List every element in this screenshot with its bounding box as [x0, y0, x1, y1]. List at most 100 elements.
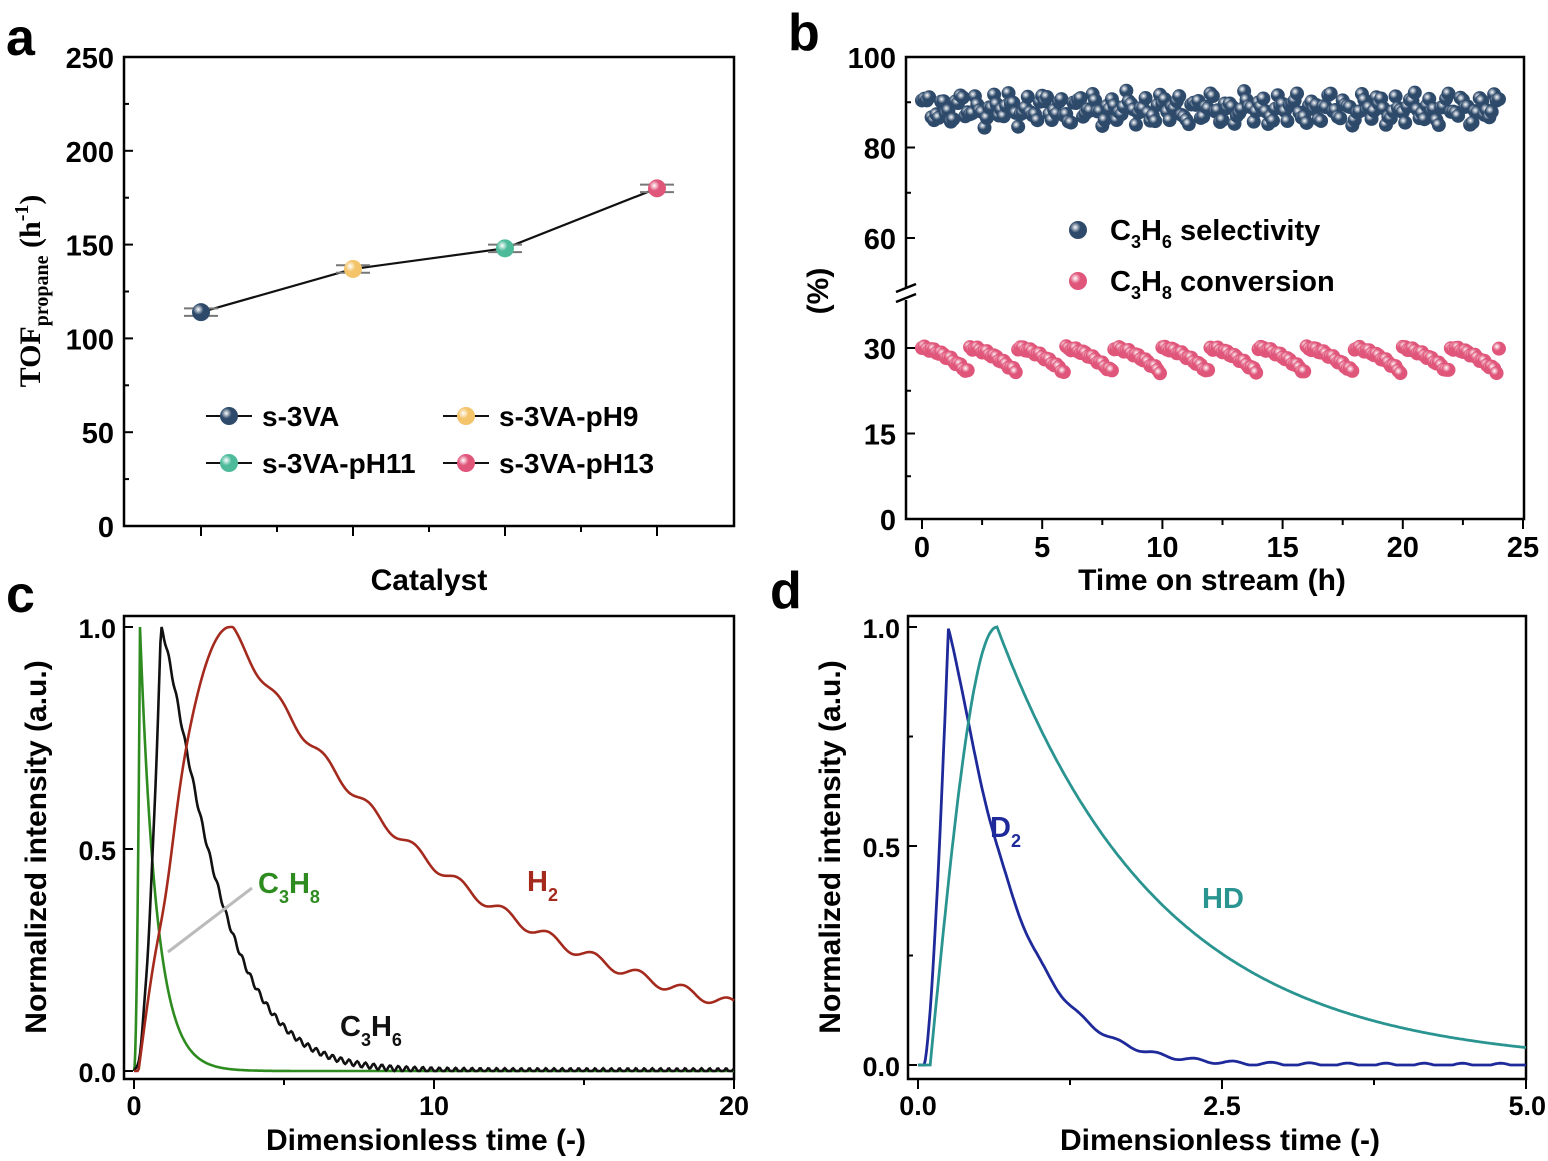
- panel-a-legend-label: s-3VA-pH9: [499, 401, 639, 432]
- panel-b-selectivity-point: [1020, 89, 1035, 104]
- panel-d-ytick-label: 0.5: [862, 833, 900, 863]
- panel-a-point-s-3VA-pH13: [648, 179, 666, 198]
- panel-a-ytick-label: 100: [66, 324, 114, 356]
- panel-a-ytick-label: 50: [82, 418, 114, 450]
- panel-b-frame-top: [904, 55, 1526, 521]
- panel-b-ytick-label: 0: [880, 505, 896, 537]
- panel-b-selectivity-point: [955, 90, 970, 105]
- panel-b-selectivity-point: [1265, 113, 1280, 128]
- panel-b-selectivity-point: [1088, 93, 1103, 108]
- panel-b-conversion-point: [1249, 365, 1264, 380]
- panel-b-xtick-label: 25: [1507, 532, 1539, 564]
- panel-d-hd-curve: [918, 625, 1527, 1067]
- panel-b-selectivity-point: [1148, 114, 1163, 129]
- panel-b-selectivity-point: [1215, 112, 1230, 127]
- panel-b-axis-break-1: [895, 282, 917, 294]
- panel-b-xtick-label: 20: [1387, 532, 1419, 564]
- panel-b-selectivity-point: [1441, 86, 1456, 101]
- panel-b-selectivity-point: [1030, 113, 1045, 128]
- panel-b-conversion-point: [1441, 362, 1456, 377]
- panel-c-series-label: C3H6: [340, 1011, 402, 1050]
- panel-a-legend-label: s-3VA-pH11: [262, 448, 416, 479]
- panel-c-xtick-label: 10: [419, 1091, 449, 1121]
- panel-b-ylabel: (%): [802, 268, 835, 315]
- panel-b-selectivity-point: [1323, 86, 1338, 101]
- panel-b-ytick-label: 100: [848, 43, 896, 75]
- panel-b-selectivity-point: [1181, 117, 1196, 132]
- panel-a-legend-marker: [457, 454, 475, 472]
- panel-letter-c: c: [6, 566, 35, 624]
- panel-c-xtick-label: 20: [719, 1091, 749, 1121]
- panel-d-hd-label: HD: [1202, 883, 1244, 915]
- panel-d-xlabel: Dimensionless time (-): [1060, 1124, 1380, 1157]
- panel-b-selectivity-point: [1484, 104, 1499, 119]
- panel-b-selectivity-point: [1398, 115, 1413, 130]
- panel-b-conversion-point: [1345, 363, 1360, 378]
- panel-b-selectivity-point: [1097, 112, 1112, 127]
- panel-a-legend-marker: [220, 407, 238, 425]
- panel-b: 60 80 100 0 15 30 0 5 10 15 20 25 Time on stream (…: [802, 43, 1539, 597]
- panel-b-xtick-label: 10: [1146, 532, 1178, 564]
- panel-a-point-s-3VA-pH11: [496, 239, 514, 258]
- panel-c-h2-curve: [134, 625, 735, 1073]
- panel-d-frame: [906, 614, 1528, 1081]
- panel-d-ylabel: Normalized intensity (a.u.): [814, 660, 847, 1033]
- panel-c-xlabel: Dimensionless time (-): [266, 1124, 586, 1157]
- panel-a-legend: s-3VA s-3VA-pH9 s-3VA-pH11 s-3VA-pH13: [206, 401, 654, 479]
- panel-b-ytick-label: 15: [864, 420, 896, 452]
- panel-b-xtick-label: 0: [914, 532, 930, 564]
- panel-b-selectivity-point: [1431, 117, 1446, 132]
- panel-c-ytick-label: 1.0: [78, 614, 116, 644]
- panel-d-ytick-label: 1.0: [862, 614, 900, 644]
- panel-d-ytick-label: 0.0: [862, 1052, 900, 1082]
- panel-b-xlabel: Time on stream (h): [1078, 564, 1346, 597]
- panel-b-conversion-point: [1489, 366, 1504, 381]
- panel-b-conversion-point: [1393, 366, 1408, 381]
- panel-b-selectivity-point: [1040, 89, 1055, 104]
- panel-b-conversion-point: [1201, 363, 1216, 378]
- panel-a-ytick-label: 0: [98, 512, 114, 544]
- panel-a-legend-label: s-3VA: [262, 401, 339, 432]
- panel-a-point-s-3VA-pH9: [344, 259, 362, 278]
- panel-b-conversion-point: [1008, 365, 1023, 380]
- panel-b-conversion-point: [1152, 366, 1167, 381]
- panel-c: 0.0 0.5 1.0 0 10 20 C3H8 C3H6 H2 Dimensionless…: [20, 614, 749, 1157]
- panel-c-xtick-label: 0: [126, 1091, 141, 1121]
- panel-b-selectivity-point: [1073, 91, 1088, 106]
- panel-d-xtick-label: 5.0: [1508, 1091, 1546, 1121]
- panel-b-selectivity-point: [1162, 113, 1177, 128]
- panel-b-selectivity-point: [1290, 86, 1305, 101]
- panel-b-selectivity-point: [1299, 115, 1314, 130]
- panel-b-selectivity-point: [1064, 115, 1079, 130]
- panel-b-conversion-point: [1056, 365, 1071, 380]
- panel-b-selectivity-point: [1011, 119, 1026, 134]
- panel-a-ytick-label: 250: [66, 43, 114, 75]
- panel-b-selectivity-point: [946, 112, 961, 127]
- panel-b-selectivity-point: [1280, 114, 1295, 129]
- panel-b-selectivity-point: [1138, 91, 1153, 106]
- panel-b-selectivity-point: [1172, 89, 1187, 104]
- panel-c-ytick-label: 0.5: [78, 836, 116, 866]
- panel-b-conversion-point: [960, 363, 975, 378]
- panel-a-ylabel: TOFpropane (h-1): [11, 195, 53, 388]
- panel-b-selectivity-point: [1119, 83, 1134, 98]
- panel-b-axis-break-2: [895, 292, 917, 304]
- panel-c-frame: [122, 614, 736, 1081]
- panel-b-selectivity-point: [1333, 111, 1348, 126]
- panel-a-legend-marker: [220, 454, 238, 472]
- panel-b-selectivity-point: [1407, 85, 1422, 100]
- panel-b-legend: C3H6 selectivity C3H8 conversion: [1069, 215, 1335, 303]
- panel-b-conversion-point: [1491, 341, 1506, 356]
- panel-b-ytick-label: 30: [864, 334, 896, 366]
- panel-b-legend-marker: [1069, 221, 1087, 239]
- panel-b-xtick-label: 15: [1266, 532, 1298, 564]
- panel-letter-d: d: [770, 562, 802, 620]
- panel-a: 0 50 100 150 200 250 Catalyst TOFpropane (h-1…: [11, 43, 736, 597]
- panel-c-ylabel: Normalized intensity (a.u.): [20, 660, 53, 1033]
- panel-b-xtick-label: 5: [1034, 532, 1050, 564]
- panel-a-line: [200, 187, 658, 314]
- panel-b-selectivity-point: [1054, 92, 1069, 107]
- panel-a-legend-label: s-3VA-pH13: [499, 448, 654, 479]
- panel-b-selectivity-point: [1388, 89, 1403, 104]
